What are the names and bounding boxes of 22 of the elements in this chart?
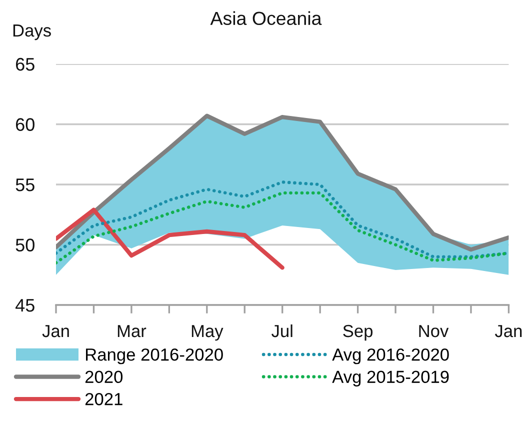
x-tick-label: Sep xyxy=(343,324,373,341)
y-tick-label: 65 xyxy=(16,58,34,71)
x-tick-label: Jan xyxy=(494,325,522,338)
x-tick-label: Mar xyxy=(118,325,146,338)
y-tick-label: 45 xyxy=(16,299,34,312)
legend-label: Avg 2015-2019 xyxy=(332,370,449,386)
legend-label: Range 2016-2020 xyxy=(86,348,223,364)
x-tick-label: Nov xyxy=(419,325,449,338)
legend-label: 2020 xyxy=(85,370,123,384)
legend-label: Avg 2016-2020 xyxy=(332,348,449,364)
x-tick-label: May xyxy=(192,325,224,341)
line-series xyxy=(56,114,509,252)
legend-label: 2021 xyxy=(85,392,122,406)
y-tick-label: 60 xyxy=(16,118,34,131)
line-series xyxy=(56,208,284,270)
y-axis-title: Days xyxy=(13,24,51,40)
chart-title: Asia Oceania xyxy=(210,11,322,26)
line-series xyxy=(56,180,509,258)
y-tick-label: 55 xyxy=(16,178,34,192)
y-tick-label: 50 xyxy=(16,238,34,252)
x-tick-label: Jan xyxy=(42,325,69,338)
x-tick-label: Jul xyxy=(272,324,292,338)
